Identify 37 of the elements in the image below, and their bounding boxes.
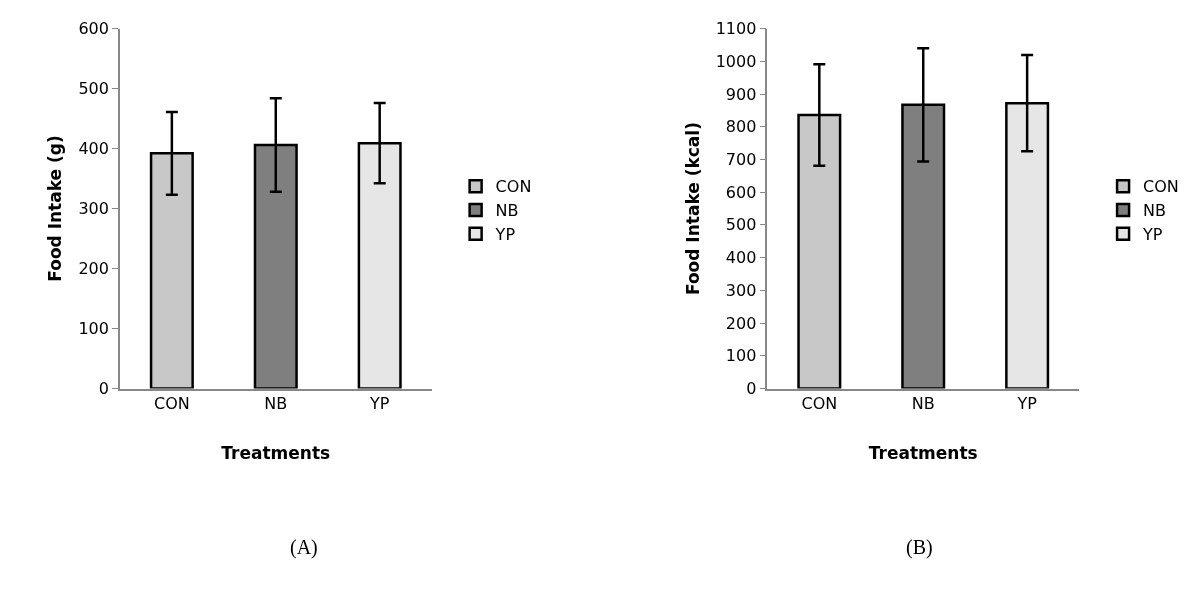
y-tick-label: 200: [725, 313, 757, 333]
y-tick-label: 900: [725, 84, 757, 104]
legend-label: NB: [1143, 201, 1167, 221]
x-tick-label: YP: [368, 394, 390, 414]
x-tick-label: CON: [153, 394, 190, 414]
y-tick-label: 100: [78, 319, 109, 339]
text: (A): [290, 536, 318, 559]
y-tick-label: 500: [78, 79, 109, 99]
x-tick-label: NB: [264, 394, 288, 414]
y-tick-label: 400: [78, 139, 109, 159]
y-tick-label: 200: [78, 259, 109, 279]
x-tick-label: YP: [1016, 394, 1038, 414]
y-tick-label: 500: [725, 215, 757, 235]
legend-label: YP: [1142, 224, 1163, 244]
y-tick-label: 600: [725, 182, 757, 202]
y-axis-title: Food Intake (kcal): [682, 122, 703, 295]
y-axis-title: Food Intake (g): [45, 135, 66, 282]
y-tick-label: 1100: [715, 19, 757, 39]
x-tick-label: NB: [911, 394, 935, 414]
y-tick-label: 700: [725, 150, 757, 170]
legend-label: YP: [494, 224, 516, 244]
y-tick-label: 300: [725, 280, 757, 300]
y-tick-label: 600: [78, 19, 109, 39]
legend-label: CON: [1143, 177, 1179, 197]
text: (B): [906, 536, 933, 559]
y-tick-label: 0: [98, 379, 109, 399]
x-tick-label: CON: [801, 394, 838, 414]
y-tick-label: 300: [78, 199, 109, 219]
y-tick-label: 0: [746, 379, 757, 399]
y-tick-label: 100: [725, 346, 757, 366]
x-axis-title: Treatments: [221, 443, 331, 464]
x-axis-title: Treatments: [868, 443, 978, 464]
y-tick-label: 800: [725, 117, 757, 137]
legend-label: CON: [495, 177, 532, 197]
legend-label: NB: [495, 201, 519, 221]
y-tick-label: 1000: [715, 51, 757, 71]
y-tick-label: 400: [725, 248, 757, 268]
